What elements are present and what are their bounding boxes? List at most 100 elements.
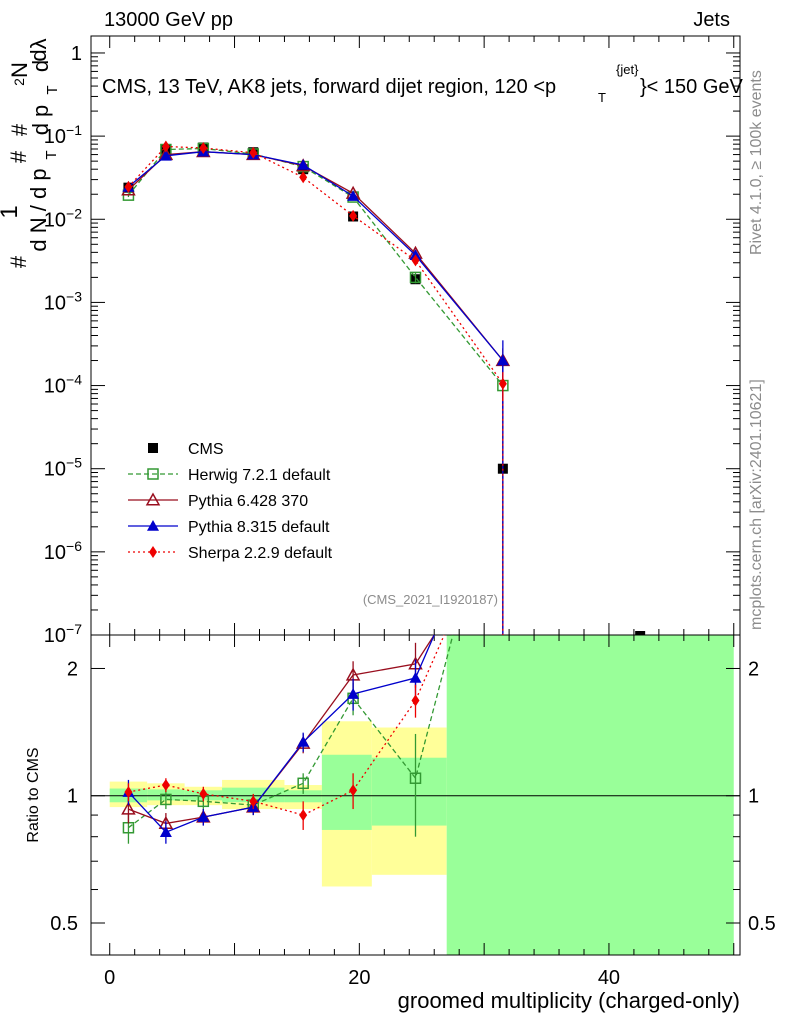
legend-marker-pythia8 [147, 520, 159, 531]
ratio-point-sherpa [299, 809, 308, 822]
y-label-part: # [7, 123, 32, 136]
x-tick-label: 40 [598, 967, 620, 989]
legend-entry-pythia6: Pythia 6.428 370 [128, 492, 308, 510]
band-green-6 [371, 757, 447, 826]
main-point-sherpa [199, 141, 208, 154]
ratio-point-sherpa [249, 795, 258, 808]
axes-ticks [91, 36, 740, 955]
legend-label-sherpa: Sherpa 2.2.9 default [188, 545, 333, 562]
y-label-part: # [6, 150, 31, 163]
main-series-herwig [122, 142, 509, 399]
ratio-point-pythia8 [159, 826, 172, 837]
analysis-id: (CMS_2021_I1920187) [363, 592, 498, 607]
y-label-part: dλ [26, 38, 51, 61]
y-label-part: d [28, 60, 53, 72]
main-line-pythia8 [127, 151, 504, 361]
y-tick-label: 10−7 [44, 621, 82, 647]
ratio-series-sherpa [124, 634, 445, 830]
x-tick-label: 0 [104, 967, 115, 989]
main-point-cms-edge [635, 631, 646, 635]
legend-label-cms: CMS [188, 441, 224, 458]
ratio-point-pythia8 [347, 688, 360, 699]
y-tick-label: 1 [71, 43, 82, 65]
legend-label-pythia8: Pythia 8.315 default [188, 519, 330, 536]
band-green-5 [321, 754, 372, 830]
main-point-pythia8 [297, 158, 310, 170]
y-label-part: T [44, 85, 61, 94]
ratio-point-herwig [297, 777, 309, 790]
y-label-part: # [6, 255, 31, 268]
y-label-part: T [43, 150, 60, 159]
x-axis-label: groomed multiplicity (charged-only) [398, 988, 740, 1013]
ratio-y-tick-label-right: 0.5 [748, 913, 776, 935]
ratio-point-sherpa [199, 787, 208, 800]
ratio-point-sherpa [124, 786, 133, 799]
ratio-series-pythia8 [122, 634, 435, 844]
ratio-point-sherpa [161, 779, 170, 792]
mcplots-label: mcplots.cern.ch [arXiv:2401.10621] [748, 379, 765, 630]
legend-label-herwig: Herwig 7.2.1 default [188, 467, 331, 484]
rivet-label: Rivet 4.1.0, ≥ 100k events [748, 70, 765, 255]
chart-title: CMS, 13 TeV, AK8 jets, forward dijet reg… [102, 76, 556, 98]
axis-and-title-text: 0 20 40 1 10−1 10−2 10−3 10−4 10−5 10−6 10−7 0.5 0.5… [0, 38, 776, 1013]
legend-marker-herwig [147, 468, 159, 480]
ratio-point-herwig [409, 772, 422, 784]
ratio-line-herwig [128, 634, 454, 829]
main-point-sherpa [349, 209, 358, 222]
data-series [121, 140, 646, 844]
y-label-part: 1 [0, 205, 23, 218]
y-tick-label: 10−5 [44, 455, 82, 481]
band-green-7 [446, 635, 734, 955]
header-right: Jets [693, 9, 730, 31]
ratio-point-pythia8 [197, 811, 210, 822]
x-tick-label: 20 [348, 967, 370, 989]
main-point-pythia8 [347, 190, 360, 201]
main-point-pythia8 [496, 354, 509, 366]
band-green-4 [284, 790, 322, 803]
ratio-line-pythia8 [127, 634, 435, 833]
ratio-point-pythia8 [409, 671, 422, 683]
main-line-herwig [127, 147, 504, 387]
y-tick-label: 10−3 [44, 288, 82, 314]
main-series-pythia8 [122, 145, 509, 411]
legend-entry-cms: CMS [148, 441, 224, 458]
ratio-frame [90, 634, 741, 956]
legend-marker-pythia6 [145, 492, 161, 506]
ratio-y-axis-label: Ratio to CMS [25, 747, 42, 842]
ratio-y-tick-label-right: 2 [748, 658, 759, 680]
legend-marker-cms [148, 443, 158, 453]
main-line-pythia6 [127, 151, 504, 361]
main-series-sherpa [124, 140, 507, 402]
ratio-uncertainty-bands [109, 635, 734, 955]
y-tick-label: 10−6 [44, 538, 82, 564]
y-label-part: N [7, 62, 32, 78]
ratio-point-herwig [160, 793, 172, 806]
legend-entry-herwig: Herwig 7.2.1 default [128, 467, 331, 484]
ratio-y-tick-label-right: 1 [748, 786, 759, 808]
main-point-herwig [409, 271, 422, 284]
main-series-pythia6 [121, 144, 511, 379]
ratio-point-sherpa [411, 694, 420, 707]
y-tick-label: 10−1 [44, 122, 82, 148]
legend-entry-pythia8: Pythia 8.315 default [128, 519, 330, 536]
header-left: 13000 GeV pp [104, 9, 233, 31]
y-label-part: d N / d p [26, 168, 51, 251]
y-label-part: d p [28, 105, 53, 136]
main-point-sherpa [411, 254, 420, 267]
ratio-point-pythia6 [121, 801, 136, 815]
ratio-point-sherpa [349, 784, 358, 797]
main-point-pythia8 [159, 149, 172, 161]
ratio-y-tick-label: 1 [67, 786, 78, 808]
main-point-sherpa [161, 140, 170, 153]
ratio-y-tick-label: 2 [67, 658, 78, 680]
chart-title-subscript: T [598, 90, 606, 105]
y-tick-label: 10−2 [44, 205, 82, 231]
y-tick-label: 10−4 [44, 372, 82, 398]
ratio-y-tick-label: 0.5 [50, 913, 78, 935]
legend-label-pythia6: Pythia 6.428 370 [188, 493, 308, 510]
main-series-cms [123, 142, 508, 474]
main-point-sherpa [249, 146, 258, 159]
legend: CMS Herwig 7.2.1 default Pythia 6.428 370 P… [128, 441, 333, 562]
